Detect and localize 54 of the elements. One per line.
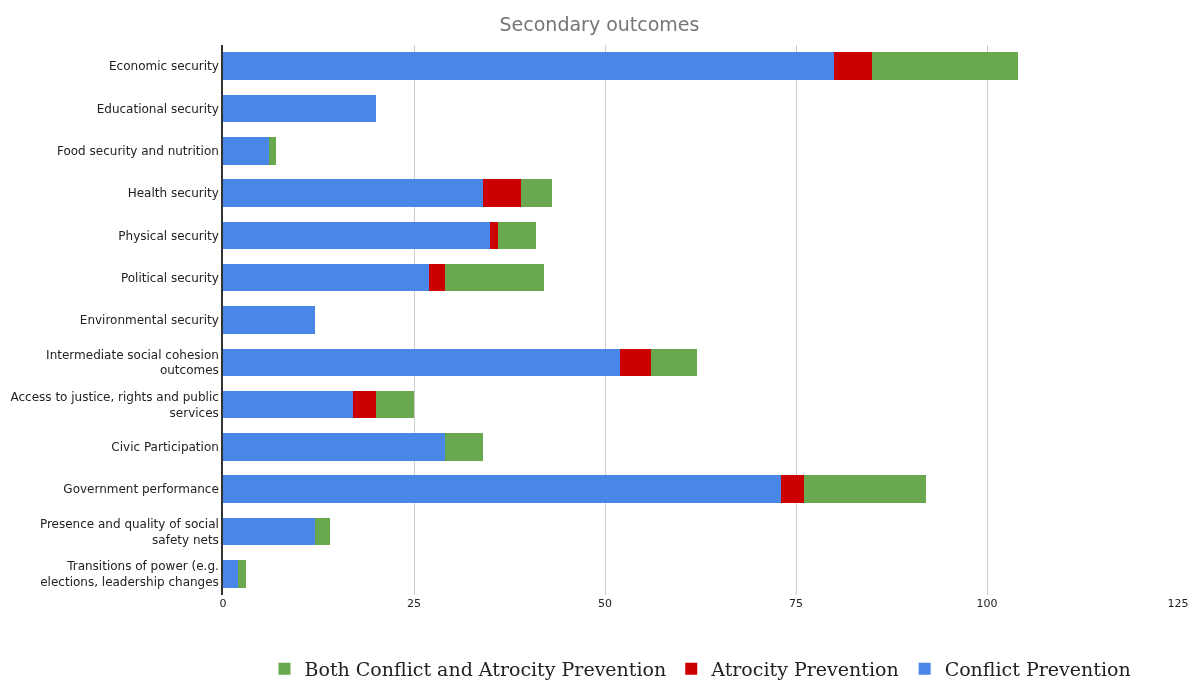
y-tick-label: Food security and nutrition	[56, 143, 219, 158]
bar	[375, 390, 414, 419]
bar	[223, 348, 621, 377]
legend-label: Atrocity Prevention	[710, 658, 899, 681]
bar	[268, 137, 277, 165]
legend-label: Both Conflict and Atrocity Prevention	[304, 658, 667, 681]
legend-label: Conflict Prevention	[944, 658, 1131, 681]
x-tick-label: 125	[1167, 597, 1189, 610]
y-tick-label: Presence and quality of social safety nets	[39, 516, 219, 547]
bar	[803, 475, 926, 503]
y-tick-label: Economic security	[109, 59, 219, 74]
x-tick-label: 0	[219, 597, 227, 610]
bar	[223, 263, 430, 292]
y-tick-label: Transitions of power (e.g. elections, leadership changes	[40, 559, 219, 589]
bar	[238, 560, 246, 588]
chart-title: Secondary outcomes	[499, 12, 700, 35]
bar	[223, 560, 239, 588]
bar	[490, 221, 499, 250]
x-tick-label: 100	[976, 597, 998, 610]
bar	[223, 475, 781, 503]
bar	[223, 221, 491, 250]
bar	[223, 179, 483, 207]
bar	[223, 390, 353, 419]
y-tick-label: Environmental security	[79, 313, 219, 328]
bar	[780, 475, 804, 503]
y-tick-label: Educational security	[96, 101, 219, 116]
bar	[429, 263, 445, 292]
bar	[498, 221, 537, 250]
bar	[223, 306, 315, 334]
y-tick-label: Health security	[127, 186, 219, 201]
bar	[223, 517, 315, 546]
bar	[223, 137, 269, 165]
bar	[520, 179, 552, 207]
bar	[352, 390, 376, 419]
x-tick-label: 50	[598, 597, 612, 610]
bar	[834, 52, 873, 80]
bar	[444, 433, 483, 461]
bar	[223, 94, 376, 123]
y-tick-label: Physical security	[118, 228, 219, 243]
y-tick-label: Government performance	[63, 482, 219, 497]
x-tick-label: 75	[789, 597, 803, 610]
bar	[482, 179, 521, 207]
x-tick-label: 25	[407, 597, 421, 610]
bar	[872, 52, 1018, 80]
y-tick-label: Access to justice, rights and public services	[10, 390, 219, 420]
y-tick-label: Civic Participation	[111, 440, 219, 455]
bar	[444, 263, 544, 292]
bar	[223, 433, 445, 461]
y-tick-label: Political security	[120, 270, 219, 285]
bar	[650, 348, 697, 377]
bar	[314, 517, 330, 546]
bar	[223, 52, 835, 80]
bar	[620, 348, 651, 377]
y-tick-label: Intermediate social cohesion outcomes	[46, 347, 219, 378]
